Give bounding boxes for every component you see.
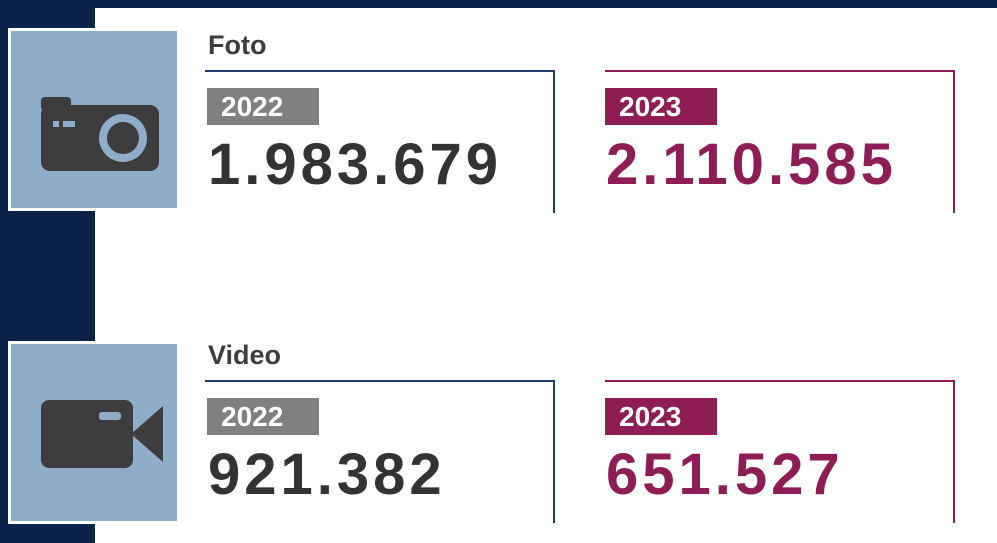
value: 2.110.585 xyxy=(606,132,897,197)
year-badge: 2023 xyxy=(605,398,717,435)
video-icon-box xyxy=(8,341,180,524)
top-band xyxy=(0,0,997,8)
frame xyxy=(205,380,555,523)
section-title: Foto xyxy=(208,30,267,60)
frame xyxy=(205,70,555,213)
frame xyxy=(605,70,955,213)
frame xyxy=(605,380,955,523)
year-badge: 2022 xyxy=(207,398,319,435)
section-title: Video xyxy=(208,340,282,370)
value: 651.527 xyxy=(606,442,844,507)
year-badge: 2023 xyxy=(605,88,717,125)
camera-icon xyxy=(41,97,159,171)
value: 921.382 xyxy=(208,442,446,507)
year-badge: 2022 xyxy=(207,88,319,125)
value: 1.983.679 xyxy=(208,132,503,197)
video-icon xyxy=(41,400,163,468)
photo-icon-box xyxy=(8,28,180,211)
